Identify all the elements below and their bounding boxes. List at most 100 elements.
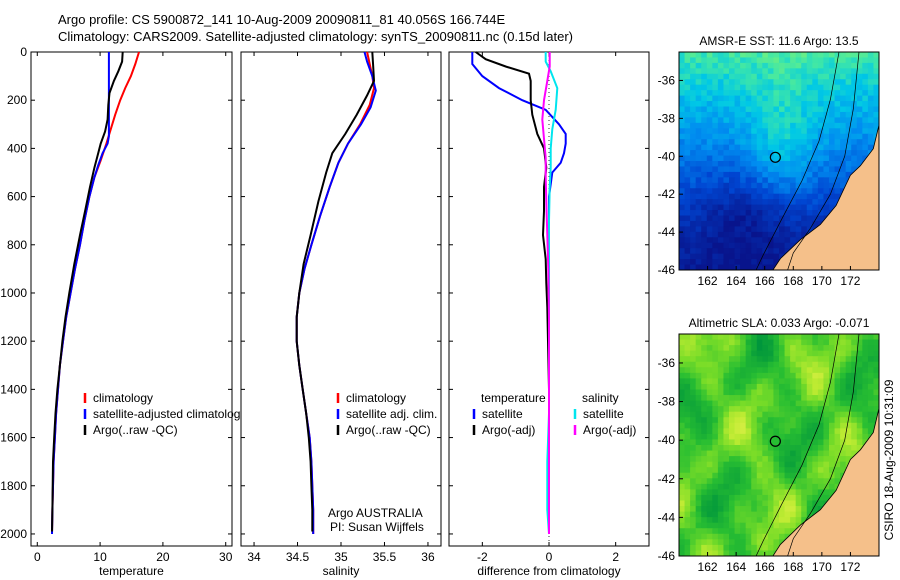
sst_map-cell xyxy=(829,166,836,173)
sst_map-cell xyxy=(773,231,780,238)
sla_map-cell xyxy=(679,500,686,507)
sst_map-cell xyxy=(867,144,875,151)
sla_map-cell xyxy=(712,533,719,540)
sst_map-cell xyxy=(701,79,708,86)
sst_map-cell xyxy=(845,111,852,118)
sla_map-cell xyxy=(767,367,775,374)
sla_map-cell xyxy=(712,500,719,507)
sst_map-cell xyxy=(806,155,813,162)
sst_map-cell xyxy=(712,204,719,211)
sst_map-cell xyxy=(795,177,802,184)
sla_map-cell xyxy=(762,378,769,385)
sla_map-cell xyxy=(756,439,763,446)
sla_map-cell xyxy=(695,528,702,535)
sst_map-cell xyxy=(695,73,702,80)
sla_map-cell xyxy=(717,372,725,379)
sst_map-cell xyxy=(706,68,713,75)
sla_map-cell xyxy=(829,334,836,341)
sst_map-cell xyxy=(845,133,852,140)
sst_map-cell xyxy=(795,188,802,195)
sla_map-cell xyxy=(779,395,786,402)
sla_map-cell xyxy=(773,439,780,446)
sst_map-cell xyxy=(723,259,730,266)
sla_map-cell xyxy=(834,439,841,446)
sst_map-cell xyxy=(723,215,730,222)
sla_map-cell xyxy=(717,445,725,452)
sst_map-cell xyxy=(767,144,775,151)
sla_map-cell xyxy=(845,334,852,341)
sla_map-cell xyxy=(684,433,691,441)
sla_map-cell xyxy=(806,500,813,507)
sla_map-cell xyxy=(862,378,869,385)
sla_map-cell xyxy=(812,456,819,463)
sst_map-cell xyxy=(690,101,697,108)
sst_map-cell xyxy=(790,199,797,206)
sst_map-cell xyxy=(779,52,786,59)
sst_map-cell xyxy=(790,57,797,64)
sla_map-cell xyxy=(773,522,780,529)
sla_map-cell xyxy=(845,411,852,418)
sla_map-cell xyxy=(695,506,702,513)
sla_map-cell xyxy=(684,406,691,413)
sla_map-cell xyxy=(790,450,797,457)
sst_map-cell xyxy=(812,95,819,102)
sla_map-cell xyxy=(740,395,747,402)
sst_map-cell xyxy=(806,117,813,124)
sla_map-cell xyxy=(734,334,741,341)
sst_map-cell xyxy=(695,68,702,75)
sla_map-cell xyxy=(751,461,758,468)
sla_map-cell xyxy=(701,439,708,446)
sst_map-cell xyxy=(823,150,830,157)
sla_map-xtick-label-3: 168 xyxy=(783,560,803,574)
sla_map-cell xyxy=(823,367,830,374)
sst_map-cell xyxy=(762,237,769,244)
sst_map-cell xyxy=(856,62,863,69)
sst_map-cell xyxy=(806,68,813,75)
sst_map-cell xyxy=(823,133,830,140)
sst_map-cell xyxy=(762,226,769,233)
sla_map-cell xyxy=(829,356,836,363)
sla_map-cell xyxy=(845,378,852,385)
sst_map-cell xyxy=(734,220,741,227)
sst_map-cell xyxy=(679,111,686,118)
sst_map-cell xyxy=(734,95,741,102)
sst_map-cell xyxy=(684,248,691,255)
sst_map-cell xyxy=(817,199,825,206)
sst_map-cell xyxy=(723,193,730,200)
sst_map-cell xyxy=(779,248,786,255)
sst_map-cell xyxy=(829,199,836,206)
sst_map-cell xyxy=(862,68,869,75)
sla_map-cell xyxy=(779,467,786,474)
sla_map-cell xyxy=(723,506,730,513)
sla_map-cell xyxy=(790,395,797,402)
sst_map-cell xyxy=(690,188,697,195)
sla_map-cell xyxy=(851,334,858,341)
sst_map-cell xyxy=(695,144,702,151)
sst_map-cell xyxy=(867,95,875,102)
sla_map-cell xyxy=(701,445,708,452)
sla_map-cell xyxy=(734,472,741,479)
sla_map-cell xyxy=(767,395,775,402)
sst_map-cell xyxy=(706,73,713,80)
sla_map-cell xyxy=(767,517,775,524)
sla_map-cell xyxy=(684,550,691,556)
sst_map-cell xyxy=(795,220,802,227)
sla_map-cell xyxy=(679,367,686,374)
sst_map-cell xyxy=(751,193,758,200)
sla_map-cell xyxy=(773,356,780,363)
sla_map-cell xyxy=(684,528,691,535)
sst_map-cell xyxy=(767,62,775,69)
sla_map-cell xyxy=(867,339,875,346)
sst_map-cell xyxy=(745,111,752,118)
sla_map-cell xyxy=(845,367,852,374)
sst_map-cell xyxy=(806,62,813,69)
sla_map-cell xyxy=(790,506,797,513)
sst_map-cell xyxy=(756,226,763,233)
sla_map-cell xyxy=(829,389,836,396)
sst_map-cell xyxy=(773,117,780,124)
sst_map-cell xyxy=(795,117,802,124)
sla_map-cell xyxy=(701,356,708,363)
sst_map-cell xyxy=(762,220,769,227)
sst_map-cell xyxy=(790,161,797,168)
sst_map-xtick-label-3: 168 xyxy=(783,274,803,288)
